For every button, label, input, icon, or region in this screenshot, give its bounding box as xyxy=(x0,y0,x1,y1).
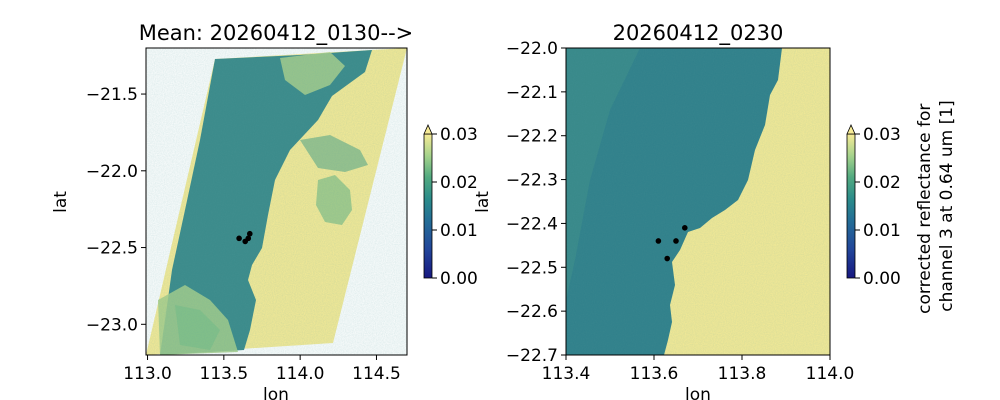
panel-2-colorbar-ticks: 0.00 0.01 0.02 0.03 xyxy=(855,125,901,289)
panel-2-xticks: 113.4 113.6 113.8 114.0 xyxy=(542,355,855,384)
site-point xyxy=(682,225,688,231)
y-tick-label: −22.1 xyxy=(506,83,558,103)
x-tick-label: 113.8 xyxy=(718,364,767,384)
x-tick-label: 113.5 xyxy=(200,364,249,384)
panel-1-colorbar-bar xyxy=(423,133,433,279)
panel-2-map xyxy=(566,48,830,355)
y-tick-label: −22.6 xyxy=(506,302,558,322)
panel-1-colorbar-ticks: 0.00 0.01 0.02 0.03 xyxy=(432,125,478,289)
colorbar-tick-label: 0.03 xyxy=(440,125,478,145)
y-tick-label: −22.7 xyxy=(506,346,558,366)
panel-2-colorbar-label: corrected reflectance for channel 3 at 0… xyxy=(915,98,957,314)
panel-1-title: Mean: 20260412_0130--> xyxy=(139,21,414,46)
panel-1-frame xyxy=(145,47,408,356)
y-tick-label: −22.5 xyxy=(506,258,558,278)
site-point xyxy=(245,235,252,242)
colorbar-tick-label: 0.00 xyxy=(863,269,901,289)
site-point xyxy=(655,238,662,244)
x-tick-label: 114.0 xyxy=(806,364,855,384)
x-tick-label: 114.5 xyxy=(352,364,401,384)
colorbar-tick-label: 0.01 xyxy=(440,221,478,241)
x-tick-label: 113.6 xyxy=(630,364,679,384)
panel-2-colorbar-extend xyxy=(846,124,856,135)
panel-2-points xyxy=(655,225,688,262)
panel-1-yticks: −21.5 −22.0 −22.5 −23.0 xyxy=(86,85,146,335)
panel-1-points xyxy=(236,230,253,245)
y-tick-label: −22.0 xyxy=(506,39,558,59)
panel-1-xticks: 113.0 113.5 114.0 114.5 xyxy=(123,355,401,384)
colorbar-tick-label: 0.03 xyxy=(863,125,901,145)
panel-1: Mean: 20260412_0130--> 113.0 113.5 114.0 11… xyxy=(51,21,478,400)
y-tick-label: −22.2 xyxy=(506,127,558,147)
panel-1-colorbar: 0.00 0.01 0.02 0.03 xyxy=(423,124,478,289)
panel-2-colorbar: 0.00 0.01 0.02 0.03 corrected reflectance f… xyxy=(846,98,957,314)
panel-2-xlabel: lon xyxy=(685,385,711,400)
panel-2-frame xyxy=(565,47,831,356)
x-tick-label: 113.0 xyxy=(123,364,172,384)
colorbar-tick-label: 0.02 xyxy=(440,173,478,193)
panel-1-ylabel: lat xyxy=(51,191,71,213)
site-point xyxy=(673,238,679,244)
x-tick-label: 114.0 xyxy=(276,364,325,384)
panel-1-xlabel: lon xyxy=(263,385,289,400)
panel-2-colorbar-label-line2: channel 3 at 0.64 um [1] xyxy=(937,100,957,311)
panel-2-colorbar-bar xyxy=(846,133,856,279)
panel-2-yticks: −22.0 −22.1 −22.2 −22.3 −22.4 −22.5 −22.6 −22.7 xyxy=(506,39,566,366)
panel-2-title: 20260412_0230 xyxy=(613,21,784,46)
colorbar-tick-label: 0.02 xyxy=(863,173,901,193)
panel-1-colorbar-extend xyxy=(423,124,433,135)
y-tick-label: −22.4 xyxy=(506,214,558,234)
colorbar-tick-label: 0.01 xyxy=(863,221,901,241)
site-point xyxy=(664,255,670,262)
site-point xyxy=(246,230,253,237)
y-tick-label: −22.0 xyxy=(86,162,138,182)
colorbar-tick-label: 0.00 xyxy=(440,269,478,289)
y-tick-label: −22.5 xyxy=(86,239,138,259)
panel-2-colorbar-label-line1: corrected reflectance for xyxy=(915,104,935,314)
site-point xyxy=(236,235,242,242)
panel-2: 20260412_0230 113.4 113.6 113.8 114.0 −22.0… xyxy=(473,21,957,400)
panel-2-ylabel: lat xyxy=(473,191,493,213)
panel-1-map xyxy=(146,48,407,355)
y-tick-label: −23.0 xyxy=(86,315,138,335)
y-tick-label: −22.3 xyxy=(506,171,558,191)
x-tick-label: 113.4 xyxy=(542,364,591,384)
y-tick-label: −21.5 xyxy=(86,85,138,105)
